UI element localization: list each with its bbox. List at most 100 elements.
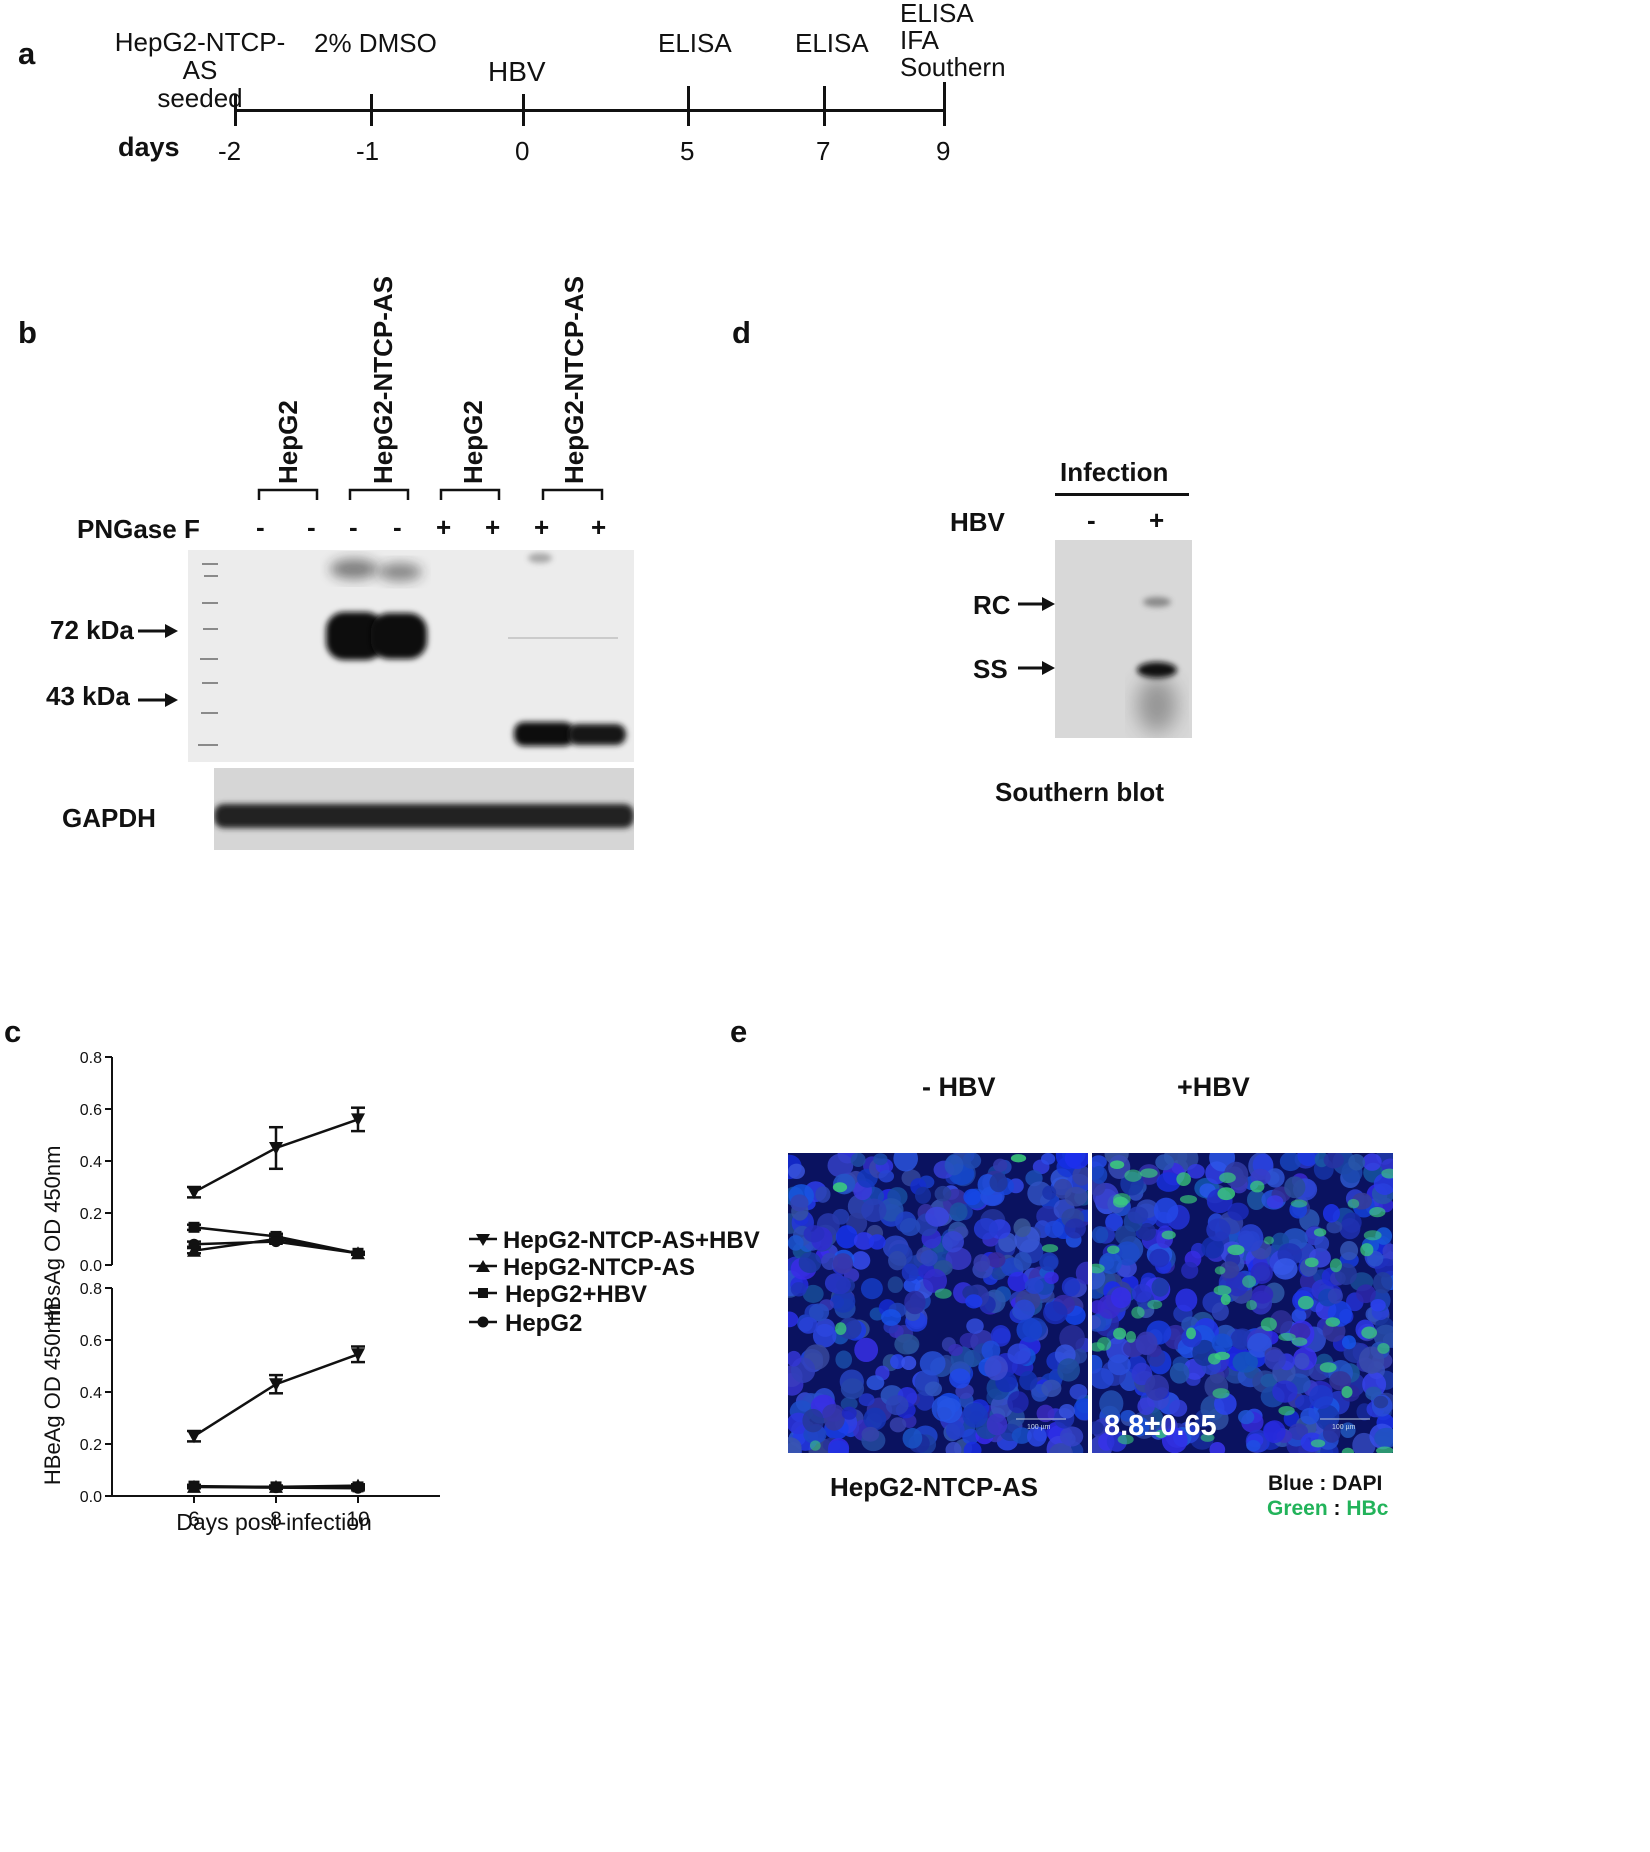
nucleus — [990, 1394, 1014, 1419]
timeline-tick — [522, 94, 525, 126]
legend-green-value: HBc — [1346, 1497, 1389, 1520]
hbc-signal — [1092, 1342, 1105, 1352]
nucleus — [881, 1309, 902, 1326]
y-tick-label: 0.8 — [80, 1281, 102, 1298]
nucleus — [1027, 1426, 1047, 1447]
nucleus — [962, 1428, 980, 1445]
nucleus — [1099, 1390, 1124, 1417]
nucleus — [1059, 1426, 1084, 1447]
nucleus — [1092, 1421, 1104, 1435]
legend-item-ntcp: HepG2-NTCP-AS — [469, 1254, 695, 1281]
nucleus — [790, 1282, 807, 1297]
nucleus — [904, 1290, 926, 1315]
timeline-tick — [823, 86, 826, 126]
nucleus — [1044, 1220, 1064, 1238]
hbc-signal — [1107, 1245, 1120, 1255]
hbc-signal — [1124, 1169, 1142, 1182]
nucleus — [1144, 1374, 1170, 1401]
hbc-signal — [1363, 1230, 1382, 1241]
nucleus — [1314, 1235, 1330, 1252]
y-tick-label: 0.0 — [80, 1258, 102, 1275]
data-point — [187, 1186, 201, 1200]
event-text: ELISA — [900, 0, 974, 28]
hbc-signal — [1291, 1337, 1308, 1347]
nucleus — [1356, 1284, 1376, 1304]
panel-d-label: d — [732, 315, 751, 350]
nucleus — [1039, 1252, 1059, 1272]
hbc-signal — [1161, 1230, 1176, 1240]
hbc-signal — [1329, 1258, 1342, 1273]
data-point — [188, 1481, 200, 1493]
nucleus — [828, 1275, 851, 1295]
western-blot-gapdh — [214, 768, 634, 850]
nucleus — [1326, 1220, 1343, 1234]
nucleus — [835, 1225, 858, 1249]
panel-c-charts: HBsAg OD 450nm 0.0 0.2 0.4 0.6 0.8 HBeAg OD … — [40, 1050, 440, 1535]
event-dmso: 2% DMSO — [314, 28, 437, 58]
nucleus — [987, 1252, 1006, 1268]
nucleus — [1358, 1346, 1385, 1374]
legend-label: HepG2-NTCP-AS+HBV — [503, 1227, 760, 1254]
col-label-neg: - HBV — [922, 1072, 996, 1102]
nucleus — [866, 1375, 885, 1391]
hbc-signal — [1246, 1299, 1257, 1311]
y-tick-label: 0.6 — [80, 1333, 102, 1350]
nucleus — [1232, 1351, 1259, 1373]
y-tick-label: 0.2 — [80, 1437, 102, 1454]
nucleus — [1007, 1343, 1031, 1365]
hbc-signal — [1341, 1386, 1353, 1399]
nucleus — [945, 1441, 962, 1453]
nucleus — [1169, 1399, 1188, 1417]
data-point — [351, 1348, 365, 1362]
nucleus — [949, 1368, 971, 1389]
gapdh-label: GAPDH — [62, 803, 156, 833]
nucleus — [1375, 1227, 1393, 1245]
hbc-signal — [832, 1182, 848, 1193]
marker-43kda: 43 kDa — [46, 681, 130, 711]
nucleus — [854, 1337, 879, 1363]
data-point — [352, 1247, 364, 1259]
pngase-sign: - — [307, 512, 316, 542]
nucleus — [1127, 1206, 1149, 1224]
panel-b-label: b — [18, 315, 37, 350]
nucleus — [963, 1441, 982, 1453]
scale-bar-label: 100 µm — [1027, 1424, 1051, 1431]
hbc-signal — [1010, 1154, 1027, 1163]
legend-label: HepG2+HBV — [505, 1281, 647, 1308]
hbc-signal — [1041, 1244, 1059, 1253]
hbc-signal — [1377, 1342, 1390, 1354]
nucleus — [901, 1263, 919, 1282]
nucleus — [802, 1408, 824, 1433]
x-axis-label: Days post-infection — [176, 1509, 372, 1535]
hbc-signal — [1290, 1199, 1308, 1208]
nucleus — [1043, 1301, 1068, 1325]
nucleus — [1149, 1248, 1170, 1268]
hbc-signal — [1278, 1406, 1295, 1416]
hbeag-y-ticks: 0.0 0.2 0.4 0.6 0.8 — [80, 1281, 112, 1506]
nucleus — [1322, 1204, 1340, 1223]
data-point — [270, 1482, 282, 1494]
nucleus — [1092, 1226, 1109, 1244]
hbeag-ylabel: HBeAg OD 450nm — [40, 1303, 65, 1485]
legend-label: HepG2 — [505, 1310, 582, 1337]
timeline-tick — [234, 94, 237, 126]
nucleus — [1092, 1315, 1102, 1330]
nucleus — [1348, 1154, 1366, 1171]
event-text: Southern — [900, 52, 1006, 82]
hbc-signal — [1212, 1388, 1230, 1399]
nucleus — [841, 1406, 857, 1420]
nucleus — [1294, 1352, 1310, 1370]
nucleus — [1011, 1427, 1032, 1444]
pngase-sign: + — [485, 512, 501, 542]
band-ss-label: SS — [973, 654, 1008, 684]
nucleus — [863, 1407, 887, 1431]
nucleus — [851, 1251, 871, 1270]
hbc-signal — [1260, 1317, 1277, 1332]
hbc-signal — [1227, 1244, 1245, 1256]
nucleus — [788, 1235, 804, 1251]
hbc-signal — [1361, 1326, 1378, 1339]
nucleus — [861, 1426, 880, 1442]
data-point — [351, 1113, 365, 1127]
hbc-signal — [1278, 1332, 1296, 1342]
nucleus — [1382, 1243, 1393, 1260]
